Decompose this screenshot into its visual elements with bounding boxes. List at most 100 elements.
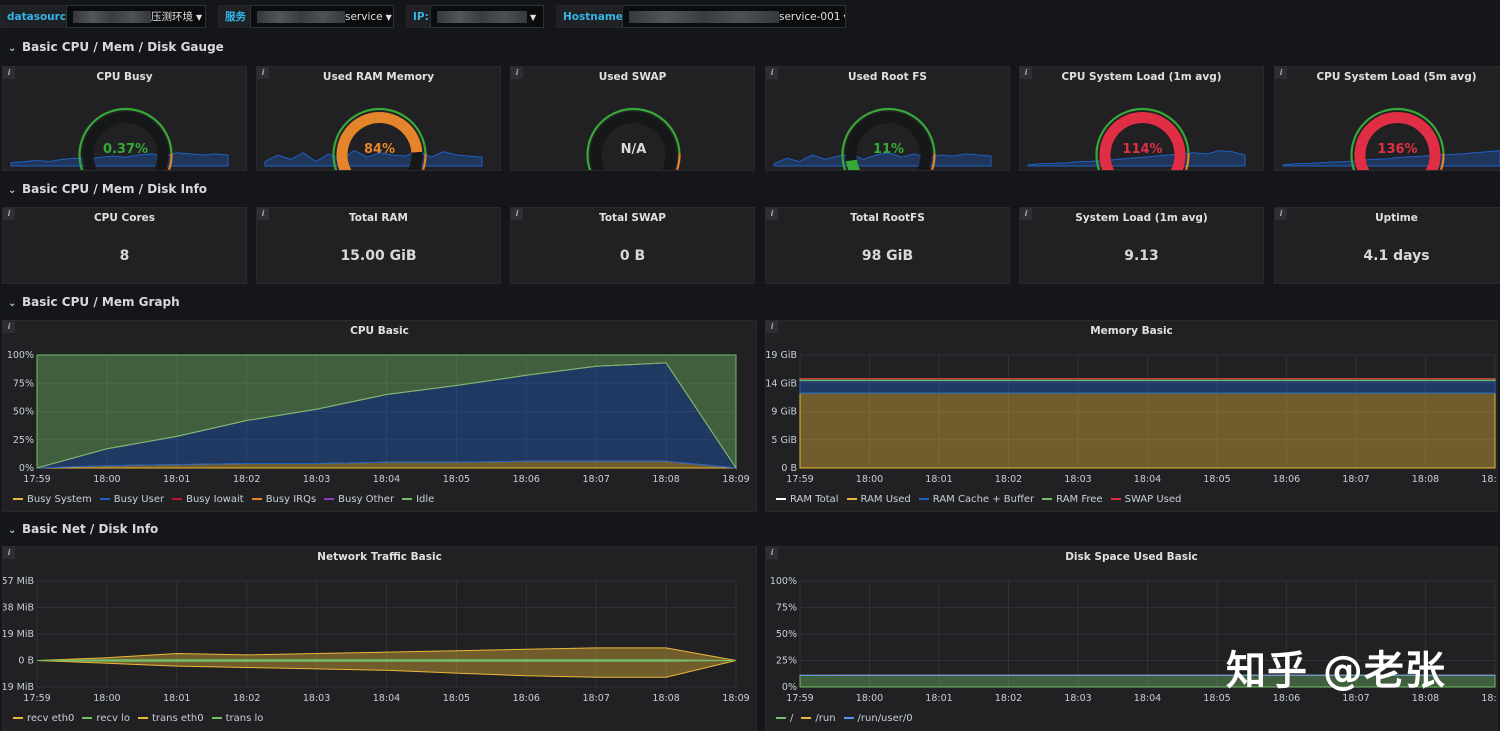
info-icon[interactable]: i bbox=[766, 547, 778, 559]
legend: Busy System Busy User Busy Iowait Busy IRQs… bbox=[13, 494, 442, 505]
info-icon[interactable]: i bbox=[257, 67, 269, 79]
legend-swatch bbox=[846, 498, 857, 500]
legend-label: / bbox=[790, 713, 794, 724]
info-icon[interactable]: i bbox=[3, 321, 15, 333]
gauge-value: 0.37% bbox=[103, 142, 148, 157]
x-tick-label: 18:06 bbox=[1273, 693, 1300, 704]
info-icon[interactable]: i bbox=[766, 208, 778, 220]
info-icon[interactable]: i bbox=[1020, 67, 1032, 79]
stat-panel[interactable]: i Total RAM 15.00 GiB bbox=[256, 207, 501, 284]
legend-item[interactable]: SWAP Used bbox=[1110, 494, 1182, 505]
x-tick-label: 17:59 bbox=[786, 693, 813, 704]
x-tick-label: 18:07 bbox=[583, 693, 610, 704]
var-select-service[interactable]: service ▼ bbox=[250, 5, 394, 28]
row-header-graph[interactable]: ⌄ Basic CPU / Mem Graph bbox=[0, 291, 180, 313]
legend-item[interactable]: Busy Other bbox=[324, 494, 394, 505]
graph-panel[interactable]: i Memory Basic 0 B 5 GiB 9 GiB 14 GiB 19 GiB 17… bbox=[765, 320, 1498, 512]
legend-item[interactable]: RAM Used bbox=[846, 494, 911, 505]
info-icon[interactable]: i bbox=[3, 67, 15, 79]
legend-item[interactable]: /run bbox=[801, 713, 836, 724]
info-icon[interactable]: i bbox=[1275, 208, 1287, 220]
gauge-panel[interactable]: i Used SWAP N/A bbox=[510, 66, 755, 171]
y-tick-label: 75% bbox=[13, 378, 34, 389]
gauge-threshold-orange bbox=[676, 153, 681, 170]
x-tick-label: 17:59 bbox=[23, 474, 50, 485]
stat-panel[interactable]: i System Load (1m avg) 9.13 bbox=[1019, 207, 1264, 284]
legend-label: SWAP Used bbox=[1124, 494, 1182, 505]
legend-item[interactable]: recv eth0 bbox=[13, 713, 74, 724]
chevron-down-icon: ⌄ bbox=[8, 43, 17, 54]
legend-item[interactable]: Busy User bbox=[99, 494, 164, 505]
x-tick-label: 18:03 bbox=[303, 474, 330, 485]
gauge-value: 84% bbox=[364, 142, 395, 157]
graph-panel[interactable]: i CPU Basic 0% 25% 50% 75% 100% 17:59 18:00 18:01… bbox=[2, 320, 757, 512]
x-tick-label: 18:06 bbox=[513, 693, 540, 704]
legend-item[interactable]: trans lo bbox=[211, 713, 263, 724]
row-header-net[interactable]: ⌄ Basic Net / Disk Info bbox=[0, 518, 158, 540]
legend-swatch bbox=[172, 498, 183, 500]
legend-item[interactable]: Busy Iowait bbox=[172, 494, 244, 505]
gauge-threshold-green bbox=[1095, 107, 1190, 170]
legend-item[interactable]: recv lo bbox=[82, 713, 130, 724]
panel-title: Total RAM bbox=[348, 212, 408, 224]
stat-panel[interactable]: i Total SWAP 0 B bbox=[510, 207, 755, 284]
var-select-hostname[interactable]: service-001▼ bbox=[622, 5, 846, 28]
gauge-panel[interactable]: i Used RAM Memory 84% bbox=[256, 66, 501, 171]
legend-item[interactable]: Busy IRQs bbox=[251, 494, 316, 505]
variable-bar: datasource 压测环境 ▼ 服务 service ▼ IP: ▼ Hostn… bbox=[0, 0, 1500, 34]
legend-item[interactable]: /run/user/0 bbox=[843, 713, 913, 724]
info-icon[interactable]: i bbox=[511, 67, 523, 79]
legend-label: Idle bbox=[416, 494, 435, 505]
panel-title: Disk Space Used Basic bbox=[1065, 551, 1198, 563]
y-tick-label: 9 GiB bbox=[771, 407, 797, 418]
gauge-panel[interactable]: i CPU System Load (1m avg) 114% bbox=[1019, 66, 1264, 171]
legend-item[interactable]: Idle bbox=[402, 494, 434, 505]
gauge-panel[interactable]: i CPU Busy 0.37% bbox=[2, 66, 247, 171]
series-area bbox=[799, 392, 1496, 469]
legend-label: trans eth0 bbox=[151, 713, 204, 724]
var-select-ip[interactable]: ▼ bbox=[430, 5, 544, 28]
gauge-threshold-orange bbox=[931, 153, 936, 170]
caret-down-icon: ▼ bbox=[385, 13, 392, 22]
gauge-chart: 114% bbox=[1027, 107, 1246, 170]
panel-title: Total SWAP bbox=[599, 212, 666, 224]
info-icon[interactable]: i bbox=[1275, 67, 1287, 79]
legend-item[interactable]: trans eth0 bbox=[137, 713, 204, 724]
legend-item[interactable]: / bbox=[776, 713, 793, 724]
row-title: Basic CPU / Mem Graph bbox=[22, 295, 180, 309]
stat-panel[interactable]: i Uptime 4.1 days bbox=[1274, 207, 1500, 284]
x-tick-label: 18:08 bbox=[1412, 693, 1439, 704]
info-icon[interactable]: i bbox=[511, 208, 523, 220]
stat-value: 8 bbox=[119, 248, 130, 264]
x-tick-label: 18:00 bbox=[856, 693, 883, 704]
row-header-gauge[interactable]: ⌄ Basic CPU / Mem / Disk Gauge bbox=[0, 36, 224, 58]
info-icon[interactable]: i bbox=[3, 208, 15, 220]
legend-item[interactable]: RAM Total bbox=[776, 494, 839, 505]
legend-item[interactable]: RAM Cache + Buffer bbox=[918, 494, 1034, 505]
legend-item[interactable]: RAM Free bbox=[1042, 494, 1103, 505]
stat-panel[interactable]: i CPU Cores 8 bbox=[2, 207, 247, 284]
x-tick-label: 18:02 bbox=[995, 474, 1022, 485]
graph-panel[interactable]: i Network Traffic Basic -19 MiB 0 B 19 MiB 38… bbox=[2, 546, 757, 731]
gauge-panel[interactable]: i Used Root FS 11% bbox=[765, 66, 1010, 171]
row-header-info[interactable]: ⌄ Basic CPU / Mem / Disk Info bbox=[0, 178, 207, 200]
legend-swatch bbox=[776, 717, 786, 719]
legend-item[interactable]: Busy System bbox=[13, 494, 92, 505]
info-icon[interactable]: i bbox=[766, 321, 778, 333]
info-icon[interactable]: i bbox=[766, 67, 778, 79]
info-icon[interactable]: i bbox=[3, 547, 15, 559]
caret-down-icon: ▼ bbox=[530, 13, 537, 22]
graph-panel[interactable]: i Disk Space Used Basic 0% 25% 50% 75% 100% 17:… bbox=[765, 546, 1498, 731]
var-select-datasource[interactable]: 压测环境 ▼ bbox=[66, 5, 206, 28]
gauge-chart: 136% bbox=[1282, 107, 1500, 170]
gauge-value: N/A bbox=[621, 142, 647, 157]
y-tick-label: 50% bbox=[776, 629, 797, 640]
y-tick-label: 25% bbox=[776, 656, 797, 667]
gauge-panel[interactable]: i CPU System Load (5m avg) 136% bbox=[1274, 66, 1500, 171]
stat-panel[interactable]: i Total RootFS 98 GiB bbox=[765, 207, 1010, 284]
legend: recv eth0 recv lo trans eth0 trans lo bbox=[13, 713, 271, 724]
info-icon[interactable]: i bbox=[1020, 208, 1032, 220]
info-icon[interactable]: i bbox=[257, 208, 269, 220]
x-tick-label: 18:07 bbox=[583, 474, 610, 485]
x-tick-label: 18:00 bbox=[93, 693, 120, 704]
